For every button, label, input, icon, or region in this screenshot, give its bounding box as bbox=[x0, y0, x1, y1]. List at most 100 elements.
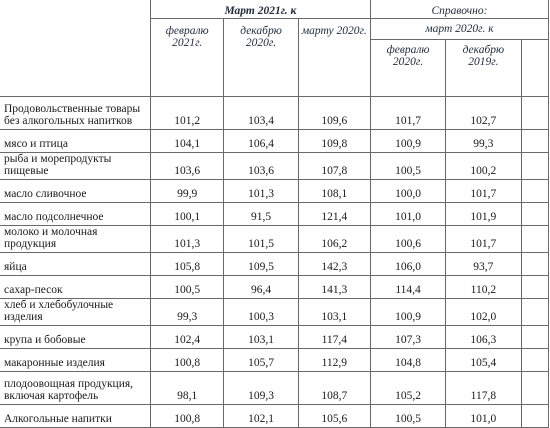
value-cell: 100,6 bbox=[369, 225, 447, 253]
table-row: хлеб и хлебобулочные изделия 99,3 100,3 … bbox=[0, 298, 550, 326]
value-cell: 99,3 bbox=[149, 298, 225, 326]
header-group-reference: Справочно: bbox=[369, 0, 550, 19]
header-blank-cell bbox=[0, 0, 151, 97]
row-label: плодоовощная продукция, включая картофел… bbox=[0, 371, 151, 405]
table-row: мясо и птица 104,1 106,4 109,8 100,9 99,… bbox=[0, 129, 550, 153]
value-cell: 110,2 bbox=[445, 275, 522, 299]
value-cell: 103,6 bbox=[223, 152, 299, 180]
value-cell: 104,8 bbox=[369, 348, 447, 372]
cut-off-cell bbox=[520, 96, 550, 130]
value-cell: 106,0 bbox=[369, 252, 447, 276]
value-cell: 105,4 bbox=[445, 348, 522, 372]
value-cell: 96,4 bbox=[223, 275, 299, 299]
row-label: Продовольственные товары без алкогольных… bbox=[0, 96, 151, 130]
value-cell: 105,8 bbox=[149, 252, 225, 276]
cut-off-cell bbox=[520, 202, 550, 226]
cut-off-cell bbox=[520, 152, 550, 180]
row-label: мясо и птица bbox=[0, 129, 151, 153]
value-cell: 101,5 bbox=[223, 225, 299, 253]
value-cell: 100,9 bbox=[369, 129, 447, 153]
cut-off-cell bbox=[520, 404, 550, 428]
value-cell: 121,4 bbox=[297, 202, 371, 226]
row-label: молоко и молочная продукция bbox=[0, 225, 151, 253]
table-row: молоко и молочная продукция 101,3 101,5 … bbox=[0, 225, 550, 253]
value-cell: 101,9 bbox=[445, 202, 522, 226]
cut-off-cell bbox=[520, 371, 550, 405]
value-cell: 99,9 bbox=[149, 179, 225, 203]
table-row: масло сливочное 99,9 101,3 108,1 100,0 1… bbox=[0, 179, 550, 203]
value-cell: 102,7 bbox=[445, 96, 522, 130]
cut-off-cell bbox=[520, 129, 550, 153]
value-cell: 112,9 bbox=[297, 348, 371, 372]
value-cell: 108,1 bbox=[297, 179, 371, 203]
value-cell: 108,7 bbox=[297, 371, 371, 405]
cut-off-cell bbox=[520, 325, 550, 349]
value-cell: 106,3 bbox=[445, 325, 522, 349]
value-cell: 101,0 bbox=[445, 404, 522, 428]
value-cell: 107,8 bbox=[297, 152, 371, 180]
value-cell: 100,3 bbox=[223, 298, 299, 326]
table-row: рыба и морепродукты пищевые 103,6 103,6 … bbox=[0, 152, 550, 180]
value-cell: 109,8 bbox=[297, 129, 371, 153]
row-label: масло сливочное bbox=[0, 179, 151, 203]
value-cell: 99,3 bbox=[445, 129, 522, 153]
value-cell: 101,3 bbox=[149, 225, 225, 253]
value-cell: 98,1 bbox=[149, 371, 225, 405]
value-cell: 104,1 bbox=[149, 129, 225, 153]
cut-off-cell bbox=[520, 179, 550, 203]
table-row: Продовольственные товары без алкогольных… bbox=[0, 96, 550, 130]
value-cell: 107,3 bbox=[369, 325, 447, 349]
value-cell: 103,6 bbox=[149, 152, 225, 180]
value-cell: 103,1 bbox=[297, 298, 371, 326]
value-cell: 103,1 bbox=[223, 325, 299, 349]
value-cell: 101,0 bbox=[369, 202, 447, 226]
cut-off-cell bbox=[520, 225, 550, 253]
value-cell: 106,2 bbox=[297, 225, 371, 253]
table-row: Алкогольные напитки 100,8 102,1 105,6 10… bbox=[0, 404, 550, 428]
value-cell: 101,7 bbox=[445, 225, 522, 253]
value-cell: 101,7 bbox=[445, 179, 522, 203]
value-cell: 102,4 bbox=[149, 325, 225, 349]
header-col-dec2019: декабрю 2019г. bbox=[445, 39, 522, 97]
cut-off-cell bbox=[520, 348, 550, 372]
row-label: крупа и бобовые bbox=[0, 325, 151, 349]
row-label: хлеб и хлебобулочные изделия bbox=[0, 298, 151, 326]
row-label: сахар-песок bbox=[0, 275, 151, 299]
header-cut-off-cell bbox=[520, 39, 550, 97]
value-cell: 101,7 bbox=[369, 96, 447, 130]
value-cell: 100,8 bbox=[149, 404, 225, 428]
value-cell: 106,4 bbox=[223, 129, 299, 153]
value-cell: 100,8 bbox=[149, 348, 225, 372]
value-cell: 93,7 bbox=[445, 252, 522, 276]
value-cell: 117,8 bbox=[445, 371, 522, 405]
row-label: масло подсолнечное bbox=[0, 202, 151, 226]
value-cell: 102,0 bbox=[445, 298, 522, 326]
cut-off-cell bbox=[520, 252, 550, 276]
value-cell: 103,4 bbox=[223, 96, 299, 130]
header-col-dec2020: декабрю 2020г. bbox=[223, 18, 299, 97]
value-cell: 101,2 bbox=[149, 96, 225, 130]
table-row: сахар-песок 100,5 96,4 141,3 114,4 110,2 bbox=[0, 275, 550, 299]
value-cell: 100,5 bbox=[369, 404, 447, 428]
value-cell: 100,5 bbox=[149, 275, 225, 299]
row-label: рыба и морепродукты пищевые bbox=[0, 152, 151, 180]
value-cell: 142,3 bbox=[297, 252, 371, 276]
header-col-mar2020: марту 2020г. bbox=[297, 18, 371, 97]
value-cell: 100,1 bbox=[149, 202, 225, 226]
value-cell: 114,4 bbox=[369, 275, 447, 299]
table-row: крупа и бобовые 102,4 103,1 117,4 107,3 … bbox=[0, 325, 550, 349]
value-cell: 105,6 bbox=[297, 404, 371, 428]
header-sub-2020: март 2020г. к bbox=[369, 18, 550, 40]
row-label: яйца bbox=[0, 252, 151, 276]
table-row: яйца 105,8 109,5 142,3 106,0 93,7 bbox=[0, 252, 550, 276]
value-cell: 105,2 bbox=[369, 371, 447, 405]
value-cell: 117,4 bbox=[297, 325, 371, 349]
value-cell: 100,2 bbox=[445, 152, 522, 180]
value-cell: 109,3 bbox=[223, 371, 299, 405]
value-cell: 102,1 bbox=[223, 404, 299, 428]
value-cell: 109,5 bbox=[223, 252, 299, 276]
table-row: масло подсолнечное 100,1 91,5 121,4 101,… bbox=[0, 202, 550, 226]
value-cell: 100,9 bbox=[369, 298, 447, 326]
table-row: плодоовощная продукция, включая картофел… bbox=[0, 371, 550, 405]
